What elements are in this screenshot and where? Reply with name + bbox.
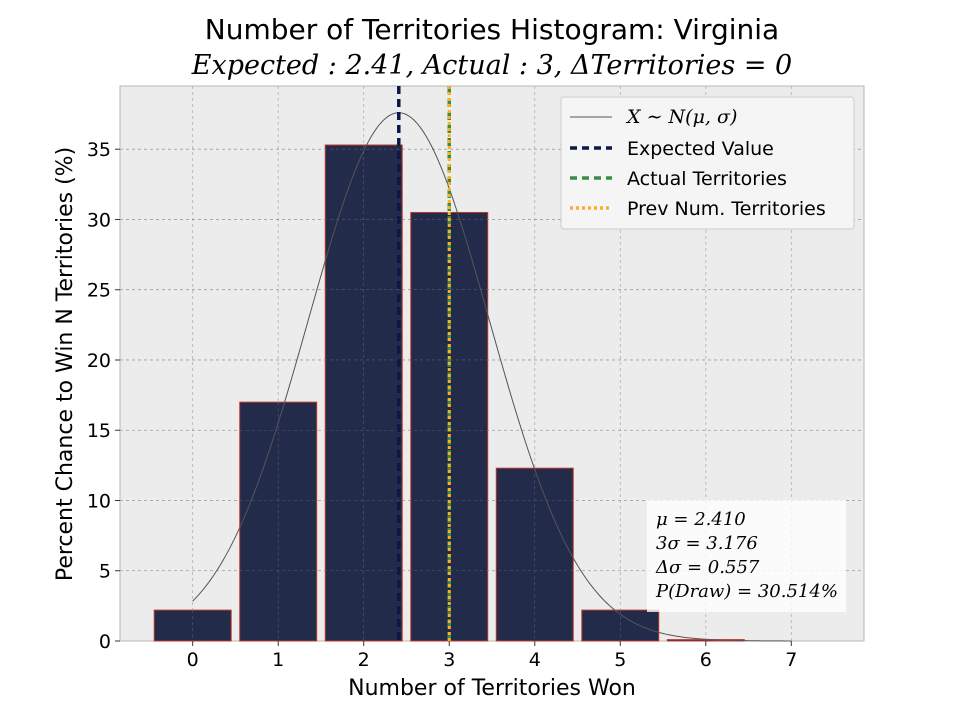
chart-title: Number of Territories Histogram: Virgini…	[205, 13, 779, 46]
x-tick-2: 2	[358, 649, 370, 671]
x-tick-1: 1	[272, 649, 284, 671]
y-tick-labels: 0 5 10 15 20 25 30 35	[87, 139, 120, 653]
reference-lines	[397, 86, 451, 641]
stats-p-draw: P(Draw) = 30.514%	[655, 581, 838, 602]
bars	[120, 144, 864, 642]
x-tick-labels: 0 1 2 3 4 5 6 7	[187, 641, 797, 671]
x-tick-3: 3	[443, 649, 455, 671]
chart-subtitle: Expected : 2.41, Actual : 3, ΔTerritorie…	[191, 50, 792, 81]
x-tick-6: 6	[700, 649, 712, 671]
normal-curve	[192, 112, 792, 642]
stats-box-bg	[647, 500, 846, 612]
stats-mu: μ = 2.410	[656, 509, 746, 530]
y-tick-30: 30	[87, 209, 111, 231]
x-tick-0: 0	[187, 649, 199, 671]
x-axis-label: Number of Territories Won	[348, 676, 636, 701]
y-tick-25: 25	[87, 280, 111, 302]
legend-label-prev: Prev Num. Territories	[627, 198, 826, 220]
bar-1	[239, 401, 318, 642]
legend: X ∼ N(μ, σ) Expected Value Actual Territ…	[560, 96, 855, 230]
y-tick-15: 15	[87, 420, 111, 442]
y-tick-5: 5	[99, 561, 111, 583]
y-tick-20: 20	[87, 350, 111, 372]
legend-label-normal: X ∼ N(μ, σ)	[625, 106, 737, 128]
y-tick-0: 0	[99, 631, 111, 653]
legend-label-expected: Expected Value	[627, 138, 774, 160]
legend-box	[560, 96, 855, 230]
x-tick-4: 4	[529, 649, 541, 671]
stats-delta-sigma: Δσ = 0.557	[655, 557, 760, 578]
x-tick-5: 5	[614, 649, 626, 671]
legend-label-actual: Actual Territories	[627, 168, 787, 190]
y-tick-35: 35	[87, 139, 111, 161]
y-axis-label: Percent Chance to Win N Territories (%)	[53, 147, 78, 581]
stats-box: μ = 2.410 3σ = 3.176 Δσ = 0.557 P(Draw) …	[647, 500, 846, 612]
stats-3sigma: 3σ = 3.176	[656, 533, 758, 554]
x-tick-7: 7	[785, 649, 797, 671]
y-tick-10: 10	[87, 490, 111, 512]
